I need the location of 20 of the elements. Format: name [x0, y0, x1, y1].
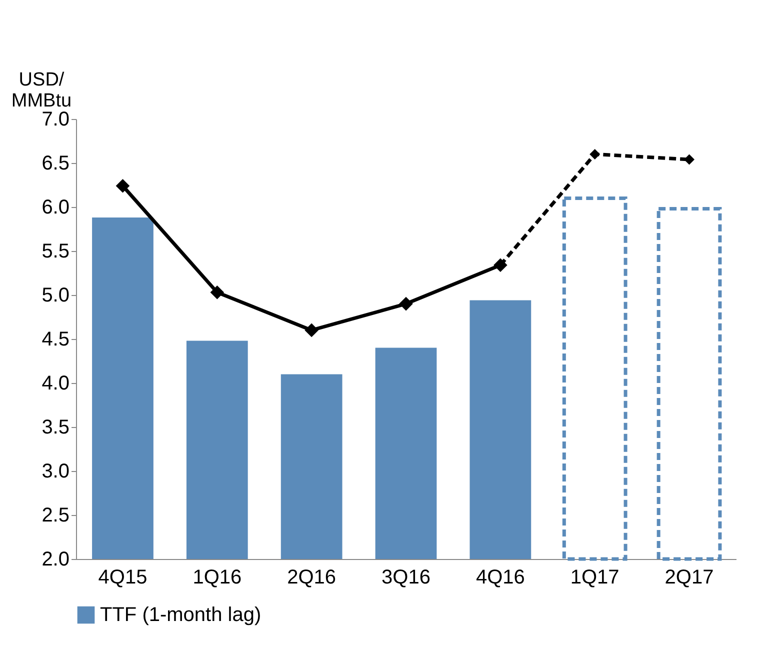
x-tick-label: 2Q16: [287, 566, 336, 588]
y-tick-label: 5.5: [42, 240, 70, 262]
x-tick-label: 4Q16: [476, 566, 525, 588]
y-tick-label: 2.0: [42, 548, 70, 570]
x-tick-label: 4Q15: [98, 566, 148, 588]
y-tick-label: 3.5: [42, 416, 70, 438]
y-tick-label: 4.5: [42, 328, 70, 350]
x-tick-label: 3Q16: [382, 566, 430, 588]
y-tick-label: 3.0: [42, 460, 70, 482]
x-tick-label: 1Q17: [570, 566, 620, 588]
y-tick-label: 7.0: [42, 108, 70, 130]
y-tick-label: 4.0: [42, 372, 70, 394]
x-tick-label: 1Q16: [192, 566, 242, 588]
y-tick-label: 2.5: [42, 504, 70, 526]
y-axis-title: USD/ MMBtu: [11, 70, 72, 112]
y-tick-label: 6.0: [42, 196, 70, 218]
y-tick-label: 6.5: [42, 152, 70, 174]
x-tick-label: 2Q17: [664, 566, 714, 588]
legend-label: TTF (1-month lag): [100, 604, 262, 626]
y-tick-label: 5.0: [42, 284, 70, 306]
